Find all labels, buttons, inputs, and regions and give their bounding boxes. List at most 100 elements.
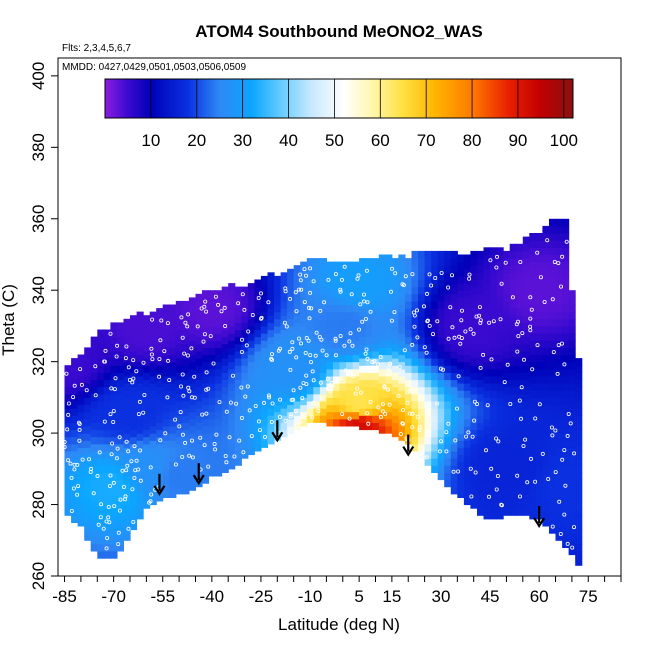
sample-point	[570, 545, 575, 550]
sample-point	[124, 439, 129, 444]
field-cell	[365, 372, 373, 381]
field-cell	[228, 433, 236, 441]
field-cell	[568, 361, 576, 370]
sample-point	[572, 525, 577, 530]
field-cell	[562, 283, 570, 291]
field-cell	[424, 279, 432, 288]
field-cell	[352, 325, 360, 334]
colorbar-segment	[343, 79, 346, 118]
field-cell	[470, 279, 478, 288]
field-cell	[411, 250, 419, 259]
field-cell	[247, 433, 255, 441]
field-cell	[378, 318, 386, 327]
field-cell	[483, 511, 491, 520]
field-cell	[555, 426, 563, 434]
x-tick-label: -70	[101, 587, 126, 606]
sample-point	[204, 370, 209, 375]
field-cell	[169, 333, 177, 341]
sample-point	[129, 459, 134, 464]
field-cell	[208, 290, 216, 298]
field-cell	[378, 354, 386, 363]
field-cell	[162, 468, 170, 477]
field-cell	[123, 461, 131, 470]
sample-point	[141, 360, 146, 365]
field-cell	[496, 468, 504, 477]
field-cell	[267, 422, 275, 431]
field-cell	[490, 247, 498, 255]
sample-point	[472, 418, 477, 423]
field-cell	[457, 347, 465, 356]
sample-point	[521, 443, 526, 448]
field-cell	[411, 436, 419, 445]
field-cell	[365, 279, 373, 288]
sample-point	[93, 364, 98, 369]
field-cell	[372, 386, 380, 395]
field-cell	[411, 336, 419, 345]
field-cell	[103, 486, 111, 495]
field-cell	[522, 308, 530, 316]
field-cell	[326, 318, 334, 327]
field-cell	[542, 440, 550, 448]
colorbar-segment	[457, 79, 460, 118]
sample-point	[97, 450, 102, 455]
field-cell	[509, 436, 517, 445]
field-cell	[300, 368, 308, 377]
field-cell	[123, 440, 131, 448]
field-cell	[339, 261, 347, 270]
field-cell	[90, 501, 98, 509]
field-cell	[503, 379, 511, 388]
x-tick-label: 30	[432, 587, 451, 606]
field-cell	[215, 461, 223, 470]
field-cell	[457, 433, 465, 441]
field-cell	[450, 422, 458, 431]
field-cell	[516, 315, 524, 323]
colorbar-segment	[477, 79, 480, 118]
field-cell	[542, 268, 550, 277]
sample-point	[105, 536, 110, 541]
field-cell	[103, 372, 111, 381]
field-cell	[208, 418, 216, 427]
field-cell	[247, 418, 255, 427]
field-cell	[77, 483, 85, 491]
field-cell	[490, 483, 498, 491]
sample-point	[403, 274, 408, 279]
field-cell	[116, 536, 124, 545]
sample-point	[560, 457, 565, 462]
sample-point	[360, 319, 365, 324]
field-cell	[84, 368, 92, 377]
field-cell	[562, 368, 570, 377]
field-cell	[359, 358, 367, 366]
sample-point	[313, 353, 318, 358]
field-cell	[103, 465, 111, 473]
field-cell	[143, 336, 151, 345]
field-cell	[352, 268, 360, 277]
field-cell	[162, 447, 170, 456]
field-cell	[103, 365, 111, 373]
colorbar-segment	[363, 79, 366, 118]
sample-point	[108, 473, 113, 478]
field-cell	[254, 293, 262, 302]
field-cell	[444, 436, 452, 445]
x-axis: -85 -70 -55 -40 -25 -10 5 15 30 45 60 75	[52, 576, 622, 606]
sample-point	[96, 522, 101, 527]
colorbar-segment	[565, 79, 568, 118]
colorbar-segment	[357, 79, 360, 118]
field-cell	[116, 465, 124, 473]
sample-point	[397, 365, 402, 370]
sample-point	[451, 469, 456, 474]
colorbar-segment	[361, 79, 364, 118]
field-cell	[575, 472, 583, 481]
field-cell	[391, 372, 399, 381]
field-cell	[516, 322, 524, 331]
field-cell	[450, 343, 458, 352]
field-cell	[241, 393, 249, 402]
colorbar-segment	[505, 79, 508, 118]
field-cell	[215, 347, 223, 356]
field-cell	[568, 483, 576, 491]
sample-point	[284, 324, 289, 329]
sample-point	[402, 348, 407, 353]
sample-point	[69, 475, 74, 480]
field-cell	[64, 372, 72, 381]
field-cell	[568, 476, 576, 484]
sample-point	[247, 408, 252, 413]
